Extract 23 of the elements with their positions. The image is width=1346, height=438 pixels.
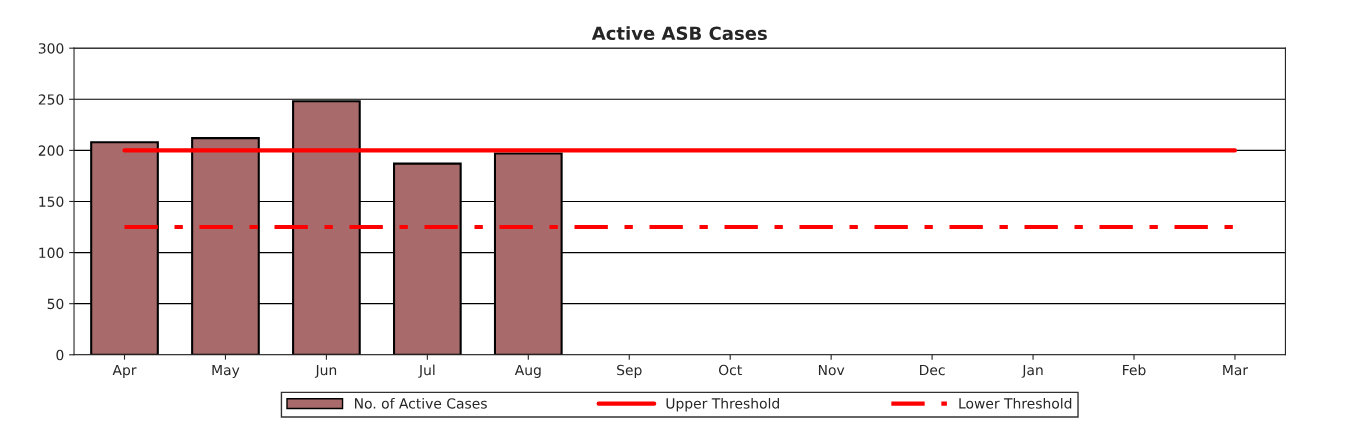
y-tick-label: 0 [56, 349, 64, 361]
y-tick-label: 250 [38, 94, 64, 105]
x-tick-label: Jul [418, 364, 435, 378]
y-tick-label: 100 [39, 247, 64, 259]
x-tick-label: Feb [1123, 364, 1146, 376]
x-tick-label: Oct [718, 364, 742, 376]
y-tick-label: 300 [38, 43, 64, 54]
x-tick-label: Mar [1223, 364, 1249, 376]
x-tick-label: Apr [112, 364, 137, 378]
x-tick-label: Jan [1021, 364, 1043, 378]
x-tick-label: Sep [617, 364, 642, 378]
y-tick-label: 50 [47, 298, 64, 310]
chart-title: Active ASB Cases [591, 26, 767, 41]
x-tick-label: Dec [920, 364, 945, 376]
y-tick-label: 150 [39, 196, 64, 207]
y-tick-label: 200 [38, 145, 64, 156]
legend-label: Lower Threshold [959, 397, 1072, 409]
x-tick-label: May [212, 364, 240, 378]
x-tick-label: Nov [818, 364, 845, 376]
x-tick-label: Jun [314, 364, 337, 378]
x-tick-label: Aug [514, 364, 541, 378]
legend-label: Upper Threshold [666, 397, 779, 412]
legend-label: No. of Active Cases [355, 397, 487, 409]
